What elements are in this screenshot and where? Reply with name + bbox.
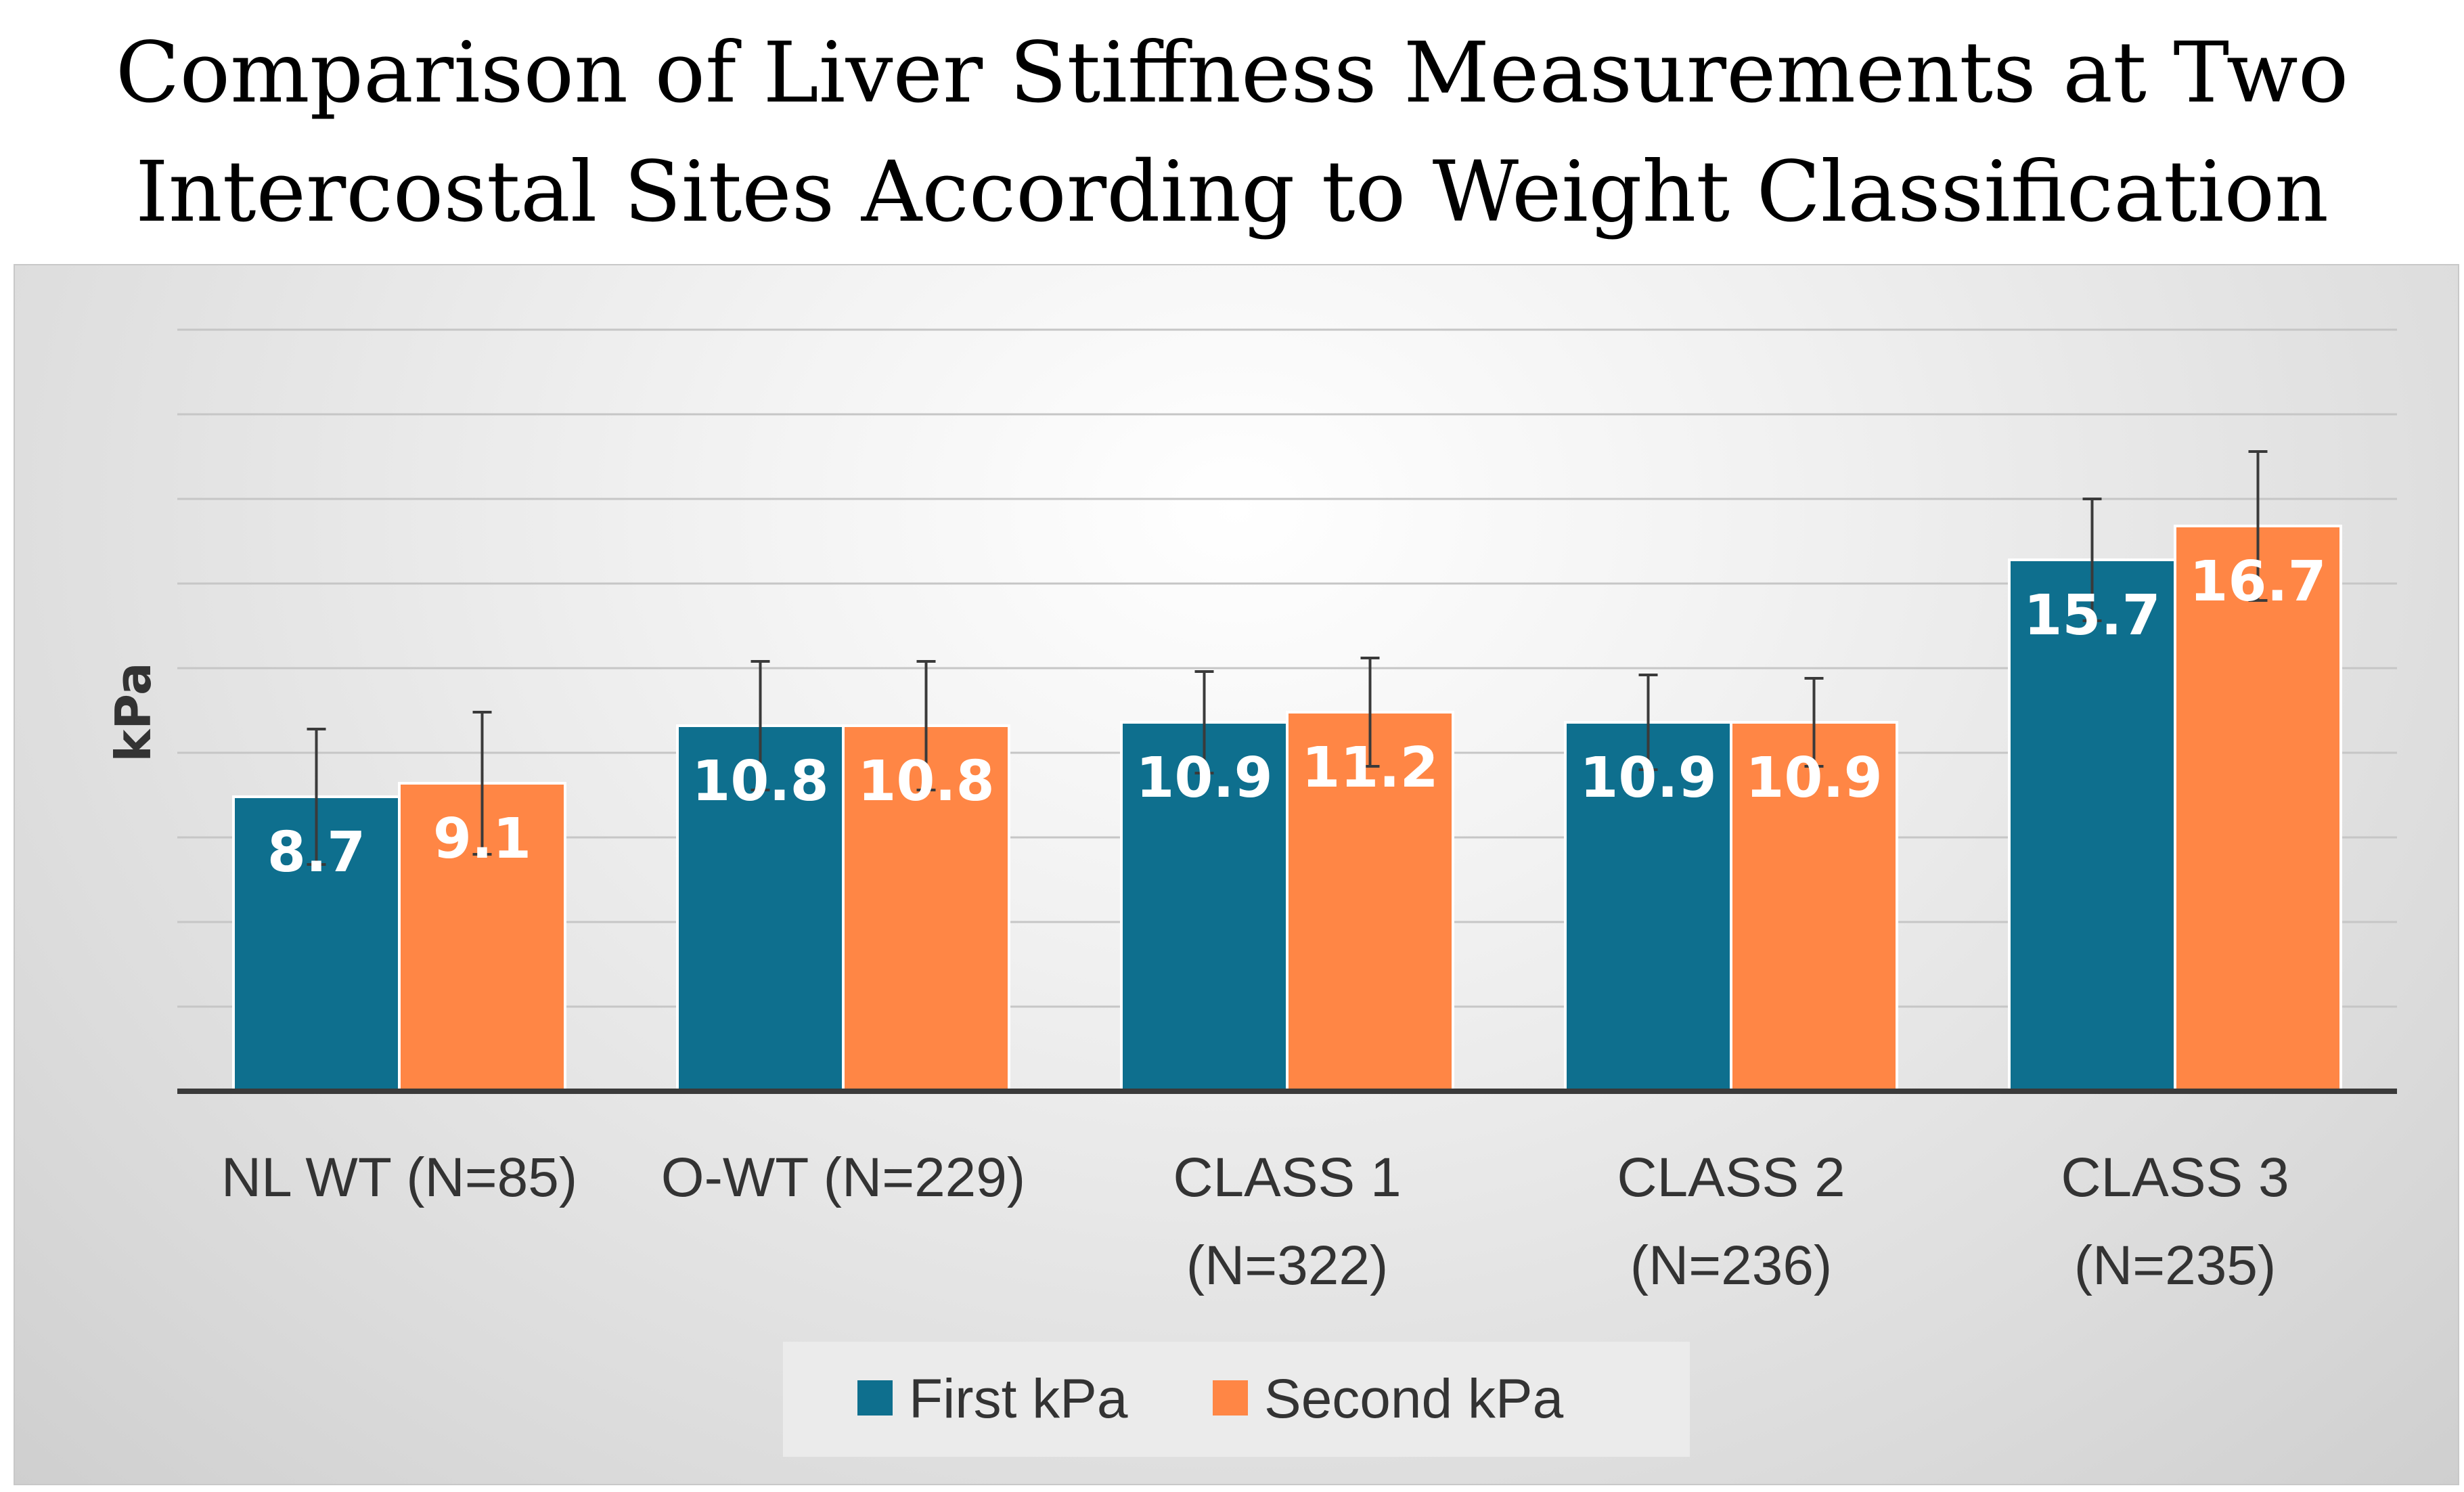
legend-label-second: Second kPa [1264,1368,1564,1430]
x-tick-label-4: (N=235) [2074,1235,2277,1296]
chart-area: 8.7 10.8 10.9 10.9 15.7 9.1 10.8 11.2 10.9 16.7 NL… [14,264,2459,1485]
bar-chart: 8.7 10.8 10.9 10.9 15.7 9.1 10.8 11.2 10.9 16.7 NL… [105,328,2397,1457]
x-tick-label-0: NL WT (N=85) [221,1147,577,1208]
bar-second-3 [1730,721,1898,1093]
bar-first-2 [1120,721,1289,1093]
legend-label-first: First kPa [909,1368,1128,1430]
data-label-first-4: 15.7 [2023,584,2160,648]
chart-title-line-1: Comparison of Liver Stiffness Measuremen… [115,24,2349,122]
bar-first-4 [2008,558,2176,1093]
legend-swatch-first [857,1380,893,1416]
data-label-second-3: 10.9 [1745,746,1882,810]
data-label-first-2: 10.9 [1136,746,1272,810]
data-label-first-1: 10.8 [692,749,828,814]
x-tick-label-3: CLASS 2 [1617,1147,1845,1208]
data-label-first-0: 8.7 [267,820,365,885]
chart-title-line-2: Intercostal Sites According to Weight Cl… [135,144,2329,241]
x-tick-label-4: CLASS 3 [2061,1147,2289,1208]
x-tick-label-2: CLASS 1 [1173,1147,1401,1208]
data-label-second-2: 11.2 [1301,736,1438,800]
data-label-first-3: 10.9 [1580,746,1716,810]
x-tick-label-3: (N=236) [1630,1235,1833,1296]
y-axis-label: kPa [105,662,162,762]
bar-first-3 [1564,721,1732,1093]
data-label-second-1: 10.8 [857,749,994,814]
x-tick-label-1: O-WT (N=229) [661,1147,1025,1208]
chart-title: Comparison of Liver Stiffness Measuremen… [0,14,2464,252]
data-label-second-0: 9.1 [433,807,531,871]
x-tick-label-2: (N=322) [1186,1235,1389,1296]
data-label-second-4: 16.7 [2189,550,2326,614]
bar-second-4 [2174,525,2342,1093]
legend-swatch-second [1213,1380,1248,1416]
